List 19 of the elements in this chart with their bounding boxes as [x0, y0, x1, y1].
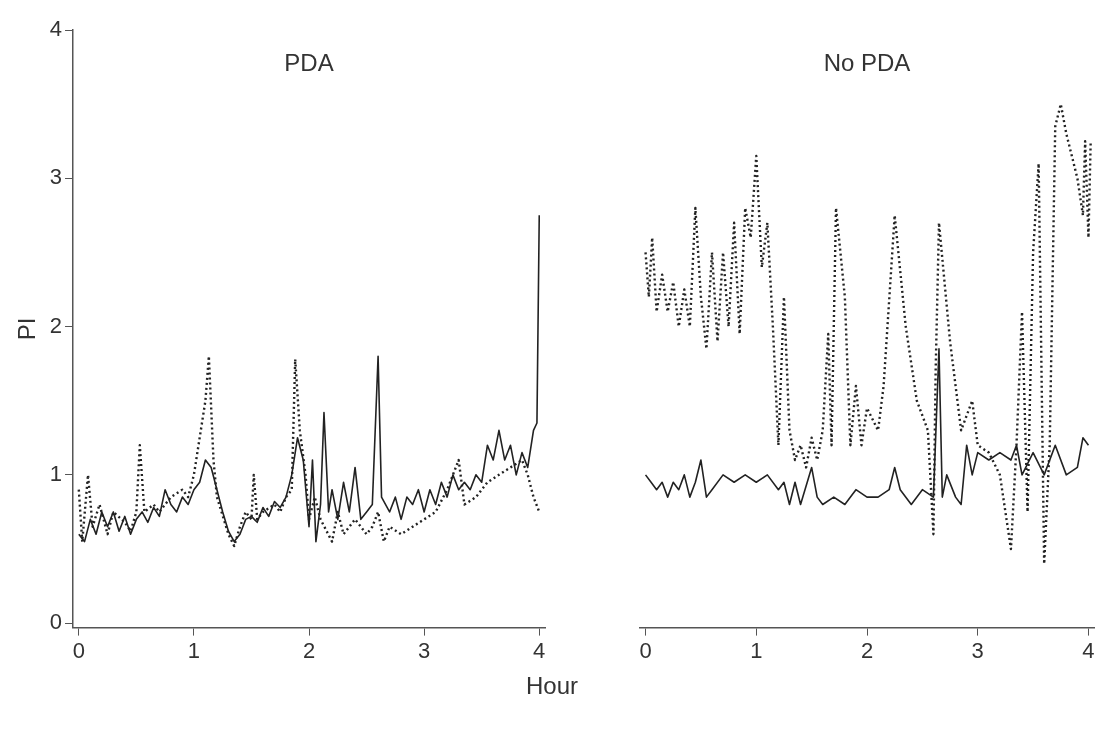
y-tick-label: 3	[49, 164, 63, 190]
y-tick-label: 0	[49, 609, 63, 635]
y-tick-label: 2	[49, 312, 63, 338]
x-axis-title: Hour	[525, 672, 579, 700]
x-tick-label: 1	[187, 637, 201, 663]
text: PDA	[284, 48, 334, 76]
x-tick-label: 4	[1082, 637, 1095, 663]
x-tick-label: 0	[639, 637, 652, 663]
x-tick-label: 3	[971, 637, 984, 663]
x-tick-label: 2	[860, 637, 874, 663]
y-tick-label: 1	[49, 460, 63, 486]
text: No PDA	[823, 48, 911, 76]
y-axis-title: PI	[13, 317, 41, 341]
x-tick-label: 0	[72, 637, 85, 663]
y-tick-label: 4	[49, 16, 63, 42]
x-tick-label: 2	[302, 637, 316, 663]
x-tick-label: 3	[418, 637, 431, 663]
x-tick-label: 4	[533, 637, 546, 663]
x-tick-label: 1	[750, 637, 763, 663]
